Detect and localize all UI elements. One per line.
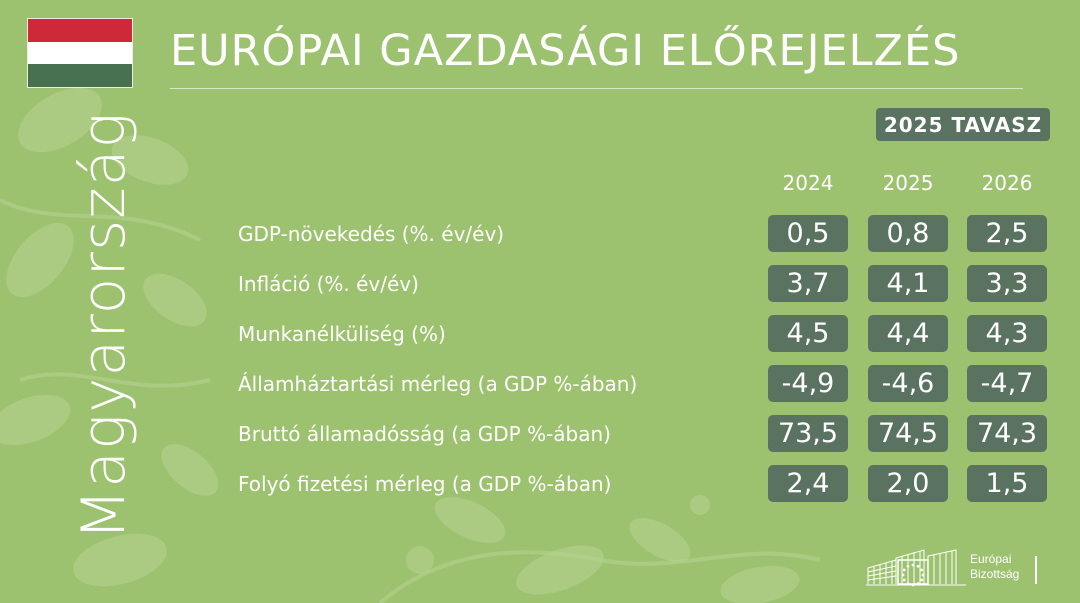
flag-stripe-red [28,19,132,42]
column-header-2024: 2024 [782,171,834,195]
table-cell: 2,5 [967,215,1047,252]
page-title: EURÓPAI GAZDASÁGI ELŐREJELZÉS [170,26,961,76]
logo-line-2: Bizottság [970,567,1020,581]
table-cell: 4,3 [967,315,1047,352]
row-label-gross-debt: Bruttó államadósság (a GDP %-ában) [238,422,611,446]
logo-line-1: Európai [970,552,1012,566]
table-cell: 4,1 [868,265,948,302]
column-header-2026: 2026 [981,171,1033,195]
table-cell: 0,8 [868,215,948,252]
row-label-gdp-growth: GDP-növekedés (%. év/év) [238,222,505,246]
hungary-flag-icon [27,18,133,88]
table-cell: -4,9 [768,365,848,402]
table-cell: 3,3 [967,265,1047,302]
row-label-inflation: Infláció (%. év/év) [238,272,419,296]
row-label-budget-balance: Államháztartási mérleg (a GDP %-ában) [238,372,638,396]
table-cell: 3,7 [768,265,848,302]
row-label-unemployment: Munkanélküliség (%) [238,322,446,346]
logo-divider [1035,556,1037,584]
country-name: Magyarország [69,111,139,541]
table-cell: 4,5 [768,315,848,352]
flag-stripe-green [28,64,132,87]
column-header-2025: 2025 [882,171,934,195]
table-cell: 2,4 [768,465,848,502]
european-commission-logo-icon [866,549,966,587]
table-cell: -4,7 [967,365,1047,402]
flag-stripe-white [28,41,132,65]
table-cell: 73,5 [768,415,848,452]
table-cell: 1,5 [967,465,1047,502]
table-cell: 2,0 [868,465,948,502]
title-divider [170,88,1023,89]
table-cell: 4,4 [868,315,948,352]
table-cell: -4,6 [868,365,948,402]
season-badge: 2025 TAVASZ [876,108,1050,141]
table-cell: 74,3 [967,415,1047,452]
logo-wordmark: Európai Bizottság [970,552,1019,582]
table-cell: 0,5 [768,215,848,252]
table-cell: 74,5 [868,415,948,452]
row-label-current-account: Folyó fizetési mérleg (a GDP %-ában) [238,472,612,496]
